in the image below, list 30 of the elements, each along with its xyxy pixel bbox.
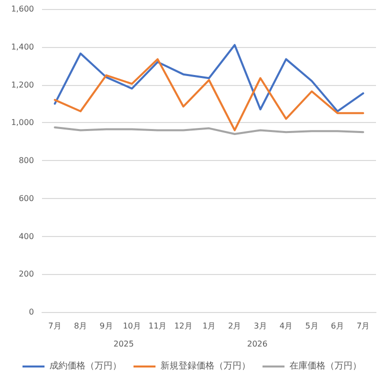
line-series bbox=[54, 58, 364, 132]
x-tick-label: 11月 bbox=[148, 322, 167, 330]
x-tick-label: 1月 bbox=[202, 322, 216, 330]
y-tick-label: 1,000 bbox=[11, 118, 34, 128]
x-tick-label: 3月 bbox=[254, 322, 267, 330]
y-tick-label: 400 bbox=[18, 232, 34, 241]
legend-label: 新規登録価格（万円） bbox=[160, 360, 250, 372]
y-tick-label: 1,600 bbox=[11, 4, 34, 14]
x-tick-label: 2月 bbox=[228, 322, 242, 330]
x-tick-label: 7月 bbox=[48, 322, 62, 330]
y-tick-label: 1,400 bbox=[11, 42, 34, 52]
line-series bbox=[54, 44, 364, 112]
y-tick-label: 800 bbox=[18, 156, 34, 165]
x-tick-label: 10月 bbox=[122, 322, 142, 330]
x-tick-label: 7月 bbox=[356, 322, 370, 330]
text: 2025 bbox=[114, 340, 134, 348]
y-tick-label: 0 bbox=[28, 308, 34, 316]
x-tick-label: 9月 bbox=[100, 322, 113, 330]
legend-label: 在庫価格（万円） bbox=[290, 360, 362, 372]
x-tick-label: 8月 bbox=[74, 322, 88, 330]
line-series bbox=[54, 126, 364, 135]
y-tick-label: 600 bbox=[18, 194, 34, 203]
x-tick-label: 5月 bbox=[305, 322, 318, 330]
x-tick-label: 12月 bbox=[174, 322, 192, 330]
y-tick-label: 1,200 bbox=[11, 80, 34, 90]
text: 2026 bbox=[247, 340, 268, 348]
x-tick-label: 6月 bbox=[330, 322, 344, 330]
x-tick-label: 4月 bbox=[280, 322, 293, 330]
legend-label: 成約価格（万円） bbox=[50, 360, 122, 372]
y-tick-label: 200 bbox=[18, 270, 34, 279]
